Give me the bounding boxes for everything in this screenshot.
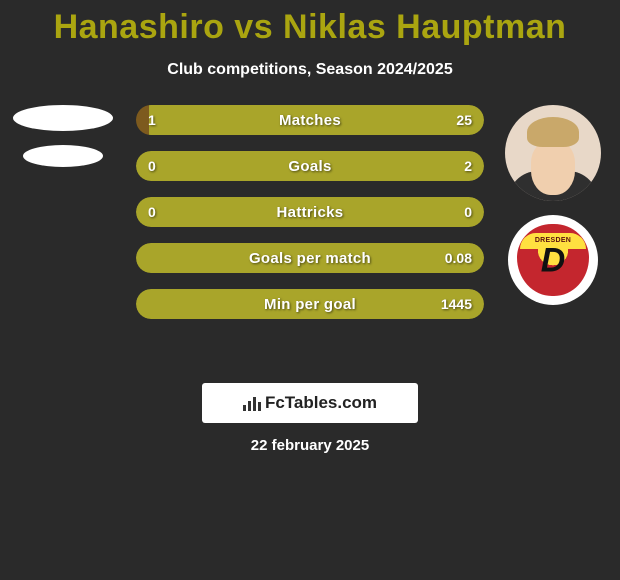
stat-bar: 1Matches25 xyxy=(136,105,484,135)
stat-bar: Goals per match0.08 xyxy=(136,243,484,273)
right-club-crest-icon: DRESDEN D xyxy=(508,215,598,305)
stat-bars: 1Matches250Goals20Hattricks0Goals per ma… xyxy=(136,105,484,319)
stat-label: Min per goal xyxy=(136,289,484,319)
stat-value-right: 2 xyxy=(464,151,472,181)
subtitle: Club competitions, Season 2024/2025 xyxy=(0,61,620,79)
stat-label: Hattricks xyxy=(136,197,484,227)
page-title: Hanashiro vs Niklas Hauptman xyxy=(0,0,620,47)
stat-label: Goals xyxy=(136,151,484,181)
comparison-area: DRESDEN D 1Matches250Goals20Hattricks0Go… xyxy=(0,105,620,365)
stat-label: Goals per match xyxy=(136,243,484,273)
stat-bar: Min per goal1445 xyxy=(136,289,484,319)
right-player-photo xyxy=(505,105,601,201)
left-player-column xyxy=(8,105,118,167)
date-text: 22 february 2025 xyxy=(0,437,620,454)
stat-value-right: 25 xyxy=(456,105,472,135)
left-player-placeholder-icon xyxy=(13,105,113,131)
left-club-placeholder-icon xyxy=(23,145,103,167)
brand-text: FcTables.com xyxy=(265,393,377,413)
stat-bar: 0Goals2 xyxy=(136,151,484,181)
stat-value-right: 0.08 xyxy=(445,243,472,273)
stat-value-right: 1445 xyxy=(441,289,472,319)
stat-label: Matches xyxy=(136,105,484,135)
bars-chart-icon xyxy=(243,395,261,411)
stat-bar: 0Hattricks0 xyxy=(136,197,484,227)
stat-value-right: 0 xyxy=(464,197,472,227)
brand-box: FcTables.com xyxy=(202,383,418,423)
right-player-column: DRESDEN D xyxy=(498,105,608,305)
crest-letter: D xyxy=(541,241,566,280)
